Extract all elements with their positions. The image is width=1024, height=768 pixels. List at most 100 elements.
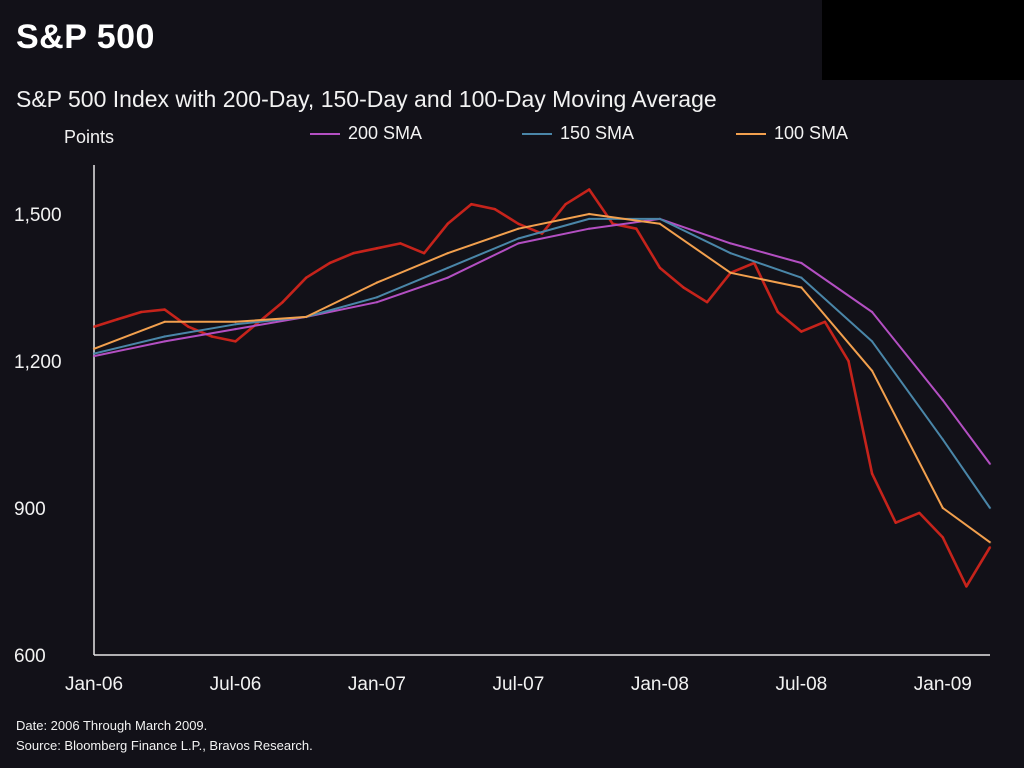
price-point xyxy=(823,320,827,323)
sma-150-point xyxy=(941,438,944,441)
sma-150-point xyxy=(92,352,96,355)
x-tick-label: Jan-08 xyxy=(631,674,689,695)
source-note: Source: Bloomberg Finance L.P., Bravos R… xyxy=(16,738,313,753)
price-point xyxy=(847,359,850,363)
price-point xyxy=(870,472,874,475)
sma-200-point xyxy=(729,242,732,245)
price-point xyxy=(658,266,662,270)
y-axis-label: Points xyxy=(64,127,115,147)
sma-100-point xyxy=(375,281,379,284)
legend-label-200-sma: 200 SMA xyxy=(348,123,423,143)
sma-100-point xyxy=(163,320,166,323)
price-point xyxy=(635,227,638,230)
price-point xyxy=(422,252,426,255)
sma-200-point xyxy=(163,340,166,343)
sma-150-line xyxy=(93,217,991,509)
sma-200-point xyxy=(375,301,379,304)
price-point xyxy=(375,247,379,250)
sma-100-point xyxy=(517,227,520,230)
price-point xyxy=(234,340,237,343)
price-point xyxy=(800,330,803,333)
x-tick-label: Jul-06 xyxy=(210,674,262,695)
sma-200-point xyxy=(234,327,237,331)
sma-100-point xyxy=(234,320,237,323)
price-point xyxy=(116,318,119,321)
sma-150-point xyxy=(800,276,803,279)
sma-200-point xyxy=(800,261,803,265)
sma-100-point xyxy=(588,212,591,216)
sma-100-point xyxy=(729,271,732,274)
price-point xyxy=(210,335,214,338)
legend-swatch-100-sma xyxy=(736,132,766,135)
sma-100-point xyxy=(305,315,308,319)
price-point xyxy=(140,310,143,314)
price-point xyxy=(352,252,355,255)
chart-subtitle: S&P 500 Index with 200-Day, 150-Day and … xyxy=(16,86,717,112)
sma-200-line xyxy=(93,217,991,465)
sma-100-point xyxy=(446,252,449,255)
date-note: Date: 2006 Through March 2009. xyxy=(16,718,208,733)
price-point xyxy=(493,207,496,211)
sma-100-point xyxy=(988,541,992,544)
x-tick-label: Jul-08 xyxy=(775,674,827,695)
sma-150-point xyxy=(163,335,166,338)
legend-item-150-sma: 150 SMA xyxy=(522,123,634,144)
sma-150-point xyxy=(517,237,520,240)
sma-150-point xyxy=(870,340,874,343)
corner-block xyxy=(822,0,1024,80)
sma-200-point xyxy=(92,354,96,358)
legend-item-100-sma: 100 SMA xyxy=(736,123,848,144)
sma-200-point xyxy=(870,310,874,314)
sma-200-point xyxy=(517,242,520,245)
sma-200-point xyxy=(588,227,591,230)
sma-150-point xyxy=(658,217,662,221)
price-point xyxy=(92,325,96,328)
price-point xyxy=(965,585,968,588)
sma-100-point xyxy=(92,347,96,350)
price-point xyxy=(894,521,897,524)
x-tick-label: Jan-07 xyxy=(348,674,406,695)
sma-150-point xyxy=(446,266,449,270)
sma-200-point xyxy=(988,462,992,466)
price-point xyxy=(918,511,921,515)
sma-200-point xyxy=(941,399,944,402)
y-tick-label: 1,500 xyxy=(14,205,62,226)
price-point xyxy=(941,536,944,539)
legend-item-200-sma: 200 SMA xyxy=(310,123,422,144)
legend-label-100-sma: 100 SMA xyxy=(774,123,849,143)
sma-100-point xyxy=(870,369,874,372)
chart-title: S&P 500 xyxy=(16,18,155,56)
y-tick-label: 1,200 xyxy=(14,352,62,373)
price-point xyxy=(305,276,308,279)
price-point xyxy=(517,222,520,225)
price-point xyxy=(776,310,779,314)
sma-100-line xyxy=(93,213,991,544)
price-point xyxy=(682,286,685,289)
price-point xyxy=(281,301,284,304)
price-point xyxy=(470,203,473,206)
x-tick-label: Jul-07 xyxy=(493,674,545,695)
y-tick-label: 900 xyxy=(14,499,46,520)
sma-100-point xyxy=(658,222,662,225)
x-tick-label: Jan-09 xyxy=(914,674,972,695)
sma-200-point xyxy=(446,276,449,279)
sma-150-point xyxy=(234,323,237,326)
x-tick-label: Jan-06 xyxy=(65,674,123,695)
sma-100-point xyxy=(941,506,944,510)
sma-150-point xyxy=(375,296,379,299)
price-line xyxy=(93,188,992,588)
y-tick-label: 600 xyxy=(14,646,46,667)
sma-150-point xyxy=(588,217,591,221)
sma-150-point xyxy=(988,506,992,510)
legend-swatch-200-sma xyxy=(310,132,340,135)
sma-150-point xyxy=(729,252,732,255)
price-point xyxy=(588,188,591,191)
price-point xyxy=(705,301,709,304)
sma-100-point xyxy=(800,286,803,289)
price-point xyxy=(564,203,567,206)
legend-label-150-sma: 150 SMA xyxy=(560,123,635,143)
price-point xyxy=(163,308,166,311)
legend-swatch-150-sma xyxy=(522,132,552,135)
footer-notes: Date: 2006 Through March 2009. Source: B… xyxy=(16,716,313,756)
